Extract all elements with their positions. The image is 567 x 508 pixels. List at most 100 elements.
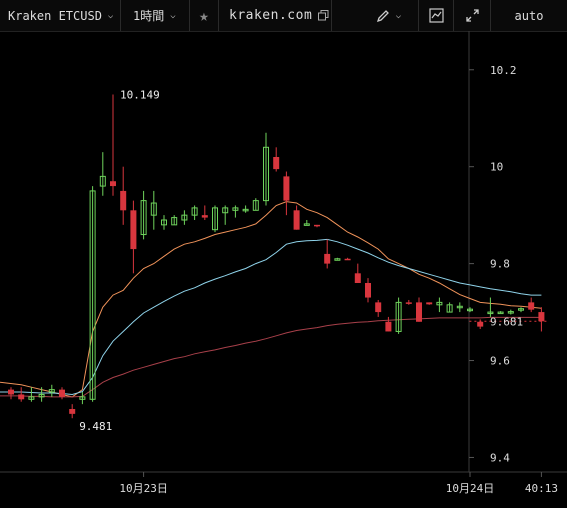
candle-body — [405, 302, 412, 304]
scale-mode-button[interactable]: auto — [491, 0, 567, 31]
candle-body — [283, 176, 290, 201]
chevron-down-icon: ⌵ — [107, 10, 114, 21]
candle — [201, 205, 208, 220]
pencil-icon — [376, 10, 389, 22]
candle-body — [538, 312, 545, 322]
candle-body — [477, 321, 484, 327]
domain-label: kraken.com — [229, 8, 313, 23]
candle-body — [334, 258, 341, 261]
candle — [120, 166, 127, 225]
symbol-label: Kraken ETCUSD — [8, 8, 102, 23]
x-tick-label: 10月24日 — [446, 482, 495, 495]
candle-body — [507, 311, 514, 314]
candle — [48, 384, 55, 397]
candle-body — [140, 200, 147, 236]
candle — [171, 215, 178, 226]
candle-body — [69, 409, 76, 414]
price-chart[interactable]: 10.149 9.481 10.2 10 9.8 9.6 9.4 9.681 10月23日 1… — [0, 31, 567, 508]
candle-body — [344, 258, 351, 261]
interval-selector[interactable]: 1時間 ⌵ — [121, 0, 189, 31]
candle — [518, 307, 524, 313]
candle-body — [395, 301, 402, 332]
candle-body — [120, 190, 127, 211]
high-price-label: 10.149 — [120, 88, 160, 101]
candle-body — [273, 157, 280, 170]
domain-link[interactable]: kraken.com — [219, 0, 331, 31]
chevron-down-icon: ⌵ — [395, 10, 402, 21]
candle-body — [59, 389, 65, 397]
candle-body — [385, 321, 392, 332]
ma-mid-line — [0, 238, 542, 396]
candle — [18, 387, 25, 402]
chart-toolbar: Kraken ETCUSD ⌵ 1時間 ⌵ ★ kraken.com ⌵ — [0, 0, 567, 32]
candle — [181, 210, 188, 225]
candle-body — [303, 223, 310, 226]
candle — [365, 278, 371, 303]
candle — [375, 299, 382, 317]
candle-body — [161, 219, 167, 226]
candle-body — [28, 396, 35, 400]
y-tick-label: 9.8 — [490, 258, 510, 271]
candle — [110, 94, 116, 196]
candle — [69, 404, 76, 419]
candle — [130, 200, 137, 274]
symbol-selector[interactable]: Kraken ETCUSD ⌵ — [0, 0, 120, 31]
candle-body — [48, 389, 55, 393]
y-tick-label: 9.4 — [490, 451, 510, 464]
candle — [150, 190, 157, 230]
candle — [416, 297, 422, 322]
chevron-down-icon: ⌵ — [170, 10, 176, 21]
candle — [446, 302, 453, 313]
candle-body — [446, 304, 453, 313]
star-icon: ★ — [199, 6, 209, 25]
candle-body — [99, 175, 106, 187]
candle — [161, 215, 167, 230]
candle — [140, 190, 147, 240]
candle — [273, 147, 280, 172]
candle — [467, 307, 473, 313]
fullscreen-button[interactable] — [454, 0, 490, 31]
candle-body — [130, 210, 137, 250]
candle — [314, 224, 320, 228]
candle — [252, 198, 259, 211]
candle-body — [354, 273, 361, 283]
candle — [38, 387, 45, 402]
candle — [385, 316, 392, 332]
last-price-label: 9.681 — [490, 315, 523, 328]
x-tick-label: 40:13 — [525, 482, 558, 495]
candle-body — [436, 301, 443, 306]
candle — [354, 263, 361, 283]
candle-body — [528, 302, 535, 310]
candle — [8, 387, 14, 400]
candle — [344, 257, 351, 261]
candle — [507, 309, 514, 315]
x-tick-label: 10月23日 — [119, 482, 168, 495]
candle-body — [375, 302, 382, 313]
candle — [212, 205, 218, 233]
candle-body — [416, 302, 422, 322]
indicators-button[interactable] — [419, 0, 453, 31]
candle-body — [456, 305, 463, 309]
candle-body — [79, 396, 86, 400]
candle-body — [242, 208, 249, 212]
candle-body — [201, 215, 208, 218]
candle — [436, 297, 443, 313]
candle-body — [293, 210, 300, 230]
scale-mode-label: auto — [514, 8, 544, 23]
candle — [79, 392, 86, 405]
candle-body — [191, 207, 198, 216]
candle-body — [324, 253, 331, 264]
candle — [293, 205, 300, 230]
copy-icon[interactable] — [318, 10, 329, 21]
candle-body — [365, 283, 371, 298]
low-price-label: 9.481 — [79, 420, 112, 433]
candle-body — [263, 146, 269, 202]
candle-body — [150, 202, 157, 216]
candle-body — [222, 207, 229, 214]
candle-body — [181, 214, 188, 221]
candle-body — [518, 308, 524, 311]
favorite-button[interactable]: ★ — [190, 0, 218, 31]
y-tick-label: 9.6 — [490, 355, 510, 368]
drawing-tools-button[interactable]: ⌵ — [368, 0, 410, 31]
candle-body — [171, 217, 178, 226]
